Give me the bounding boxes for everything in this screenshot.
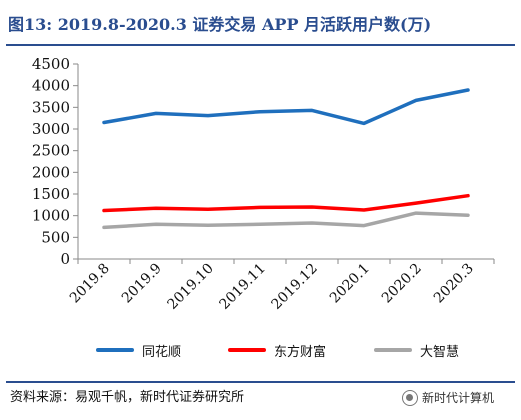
y-tick-label: 4500 [32,55,70,73]
x-tick-label: 2020.2 [379,261,425,307]
legend-item-tonghuashun: 同花顺 [96,339,181,361]
y-tick-label: 500 [41,228,70,246]
legend: 同花顺 东方财富 大智慧 [96,339,496,361]
series-line-0 [102,88,470,126]
y-tick-label: 1500 [32,185,70,203]
series-line-1 [102,193,470,213]
y-tick-label: 3500 [32,98,70,116]
x-tick-label: 2020.3 [431,261,477,307]
y-axis: 0 500 1000 1500 2000 2500 3000 3500 4000 4500 [32,55,79,268]
y-tick-label: 2500 [32,142,70,160]
legend-swatch [374,348,412,352]
legend-label: 东方财富 [274,344,327,360]
line-chart: 0 500 1000 1500 2000 2500 3000 3500 4000 4500 201… [32,55,495,313]
watermark-label: 新时代计算机 [422,391,495,405]
x-tick-label: 2019.12 [269,261,321,313]
x-tick-label: 2019.10 [165,261,217,313]
x-tick-label: 2019.8 [67,261,113,307]
legend-swatch [228,348,266,352]
title-divider [6,44,515,46]
legend-item-dazhihui: 大智慧 [374,339,459,361]
x-tick-label: 2019.11 [217,261,269,313]
legend-label: 大智慧 [420,344,460,360]
legend-label: 同花顺 [142,344,182,360]
y-tick-label: 3000 [32,120,70,138]
legend-item-dongfangcaifu: 东方财富 [228,339,326,361]
chart-title: 图13: 2019.8-2020.3 证券交易 APP 月活跃用户数(万) [8,15,432,34]
series-line-2 [102,211,470,230]
y-tick-label: 1000 [32,207,70,225]
series-layer [102,88,470,230]
wechat-account-icon [402,390,418,406]
y-tick-label: 2000 [32,163,70,181]
legend-swatch [96,348,134,352]
footer-divider [6,381,515,383]
x-axis: 2019.8 2019.9 2019.10 2019.11 2019.12 2020.1 2… [67,258,495,313]
y-tick-label: 0 [60,250,70,268]
x-tick-label: 2020.1 [327,261,373,307]
y-tick-label: 4000 [32,77,70,95]
x-tick-label: 2019.9 [119,261,165,307]
watermark: 新时代计算机 [402,387,494,409]
source-note: 资料来源：易观千帆，新时代证券研究所 [10,390,245,405]
